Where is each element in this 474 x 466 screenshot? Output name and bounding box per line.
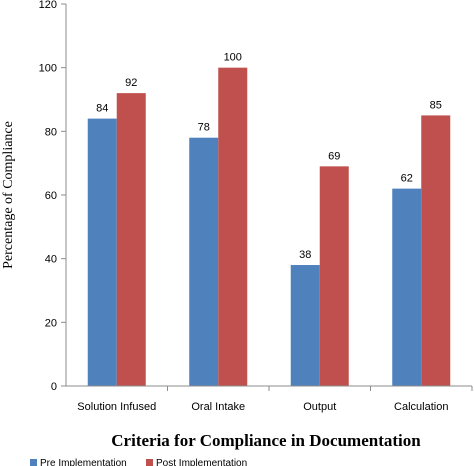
y-axis-title: Percentage of Compliance xyxy=(1,121,16,269)
data-label: 38 xyxy=(299,249,311,261)
x-axis-title: Criteria for Compliance in Documentation xyxy=(111,431,421,450)
data-label: 78 xyxy=(198,122,210,134)
bar-post xyxy=(218,67,248,387)
bar-post xyxy=(116,93,146,386)
bar-pre xyxy=(189,137,219,386)
bar-post xyxy=(319,166,349,386)
x-category-label: Oral Intake xyxy=(191,401,245,413)
legend-swatch xyxy=(146,459,153,466)
y-tick-label: 0 xyxy=(51,381,57,393)
bar-pre xyxy=(392,188,422,386)
bar-pre xyxy=(87,118,117,386)
y-tick-label: 100 xyxy=(39,63,57,75)
y-tick-label: 80 xyxy=(45,126,57,138)
legend-label: Pre Implementation xyxy=(40,458,127,466)
x-category-label: Solution Infused xyxy=(77,401,156,413)
y-axis-ticks: 0 20 40 60 80 100 120 xyxy=(39,0,66,393)
data-label: 85 xyxy=(430,99,442,111)
legend-swatch xyxy=(30,459,37,466)
data-label: 84 xyxy=(96,103,108,115)
data-labels: 84 92 78 100 38 69 62 85 xyxy=(96,52,442,261)
y-tick-label: 20 xyxy=(45,317,57,329)
y-tick-label: 40 xyxy=(45,254,57,266)
bar-post xyxy=(421,115,451,387)
bar-pre xyxy=(290,265,320,386)
data-label: 69 xyxy=(328,150,340,162)
y-tick-label: 120 xyxy=(39,0,57,11)
x-category-label: Output xyxy=(303,401,336,413)
y-tick-label: 60 xyxy=(45,190,57,202)
legend: Pre Implementation Post Implementation xyxy=(30,458,247,466)
x-category-label: Calculation xyxy=(394,401,448,413)
data-label: 100 xyxy=(224,52,242,64)
data-label: 92 xyxy=(125,77,137,89)
data-label: 62 xyxy=(401,173,413,185)
bars xyxy=(87,67,451,387)
legend-label: Post Implementation xyxy=(156,458,247,466)
x-axis-category-labels: Solution Infused Oral Intake Output Calcula… xyxy=(77,386,473,413)
